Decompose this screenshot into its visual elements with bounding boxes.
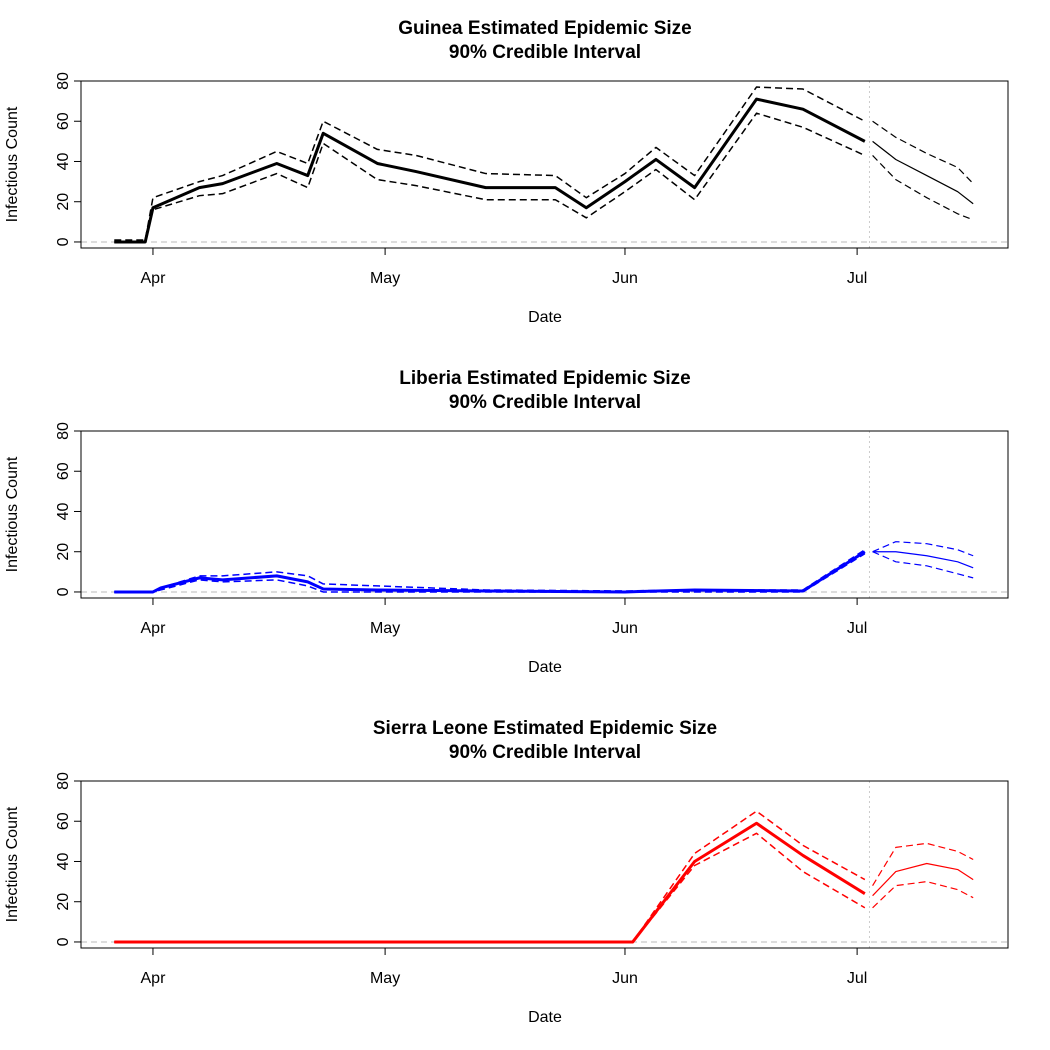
- chart-subtitle: 90% Credible Interval: [449, 742, 641, 763]
- x-tick-label: May: [370, 270, 400, 287]
- series-line: [114, 112, 866, 243]
- chart-title: Sierra Leone Estimated Epidemic Size: [373, 718, 717, 739]
- x-axis-label: Date: [528, 309, 562, 326]
- series-line: [114, 549, 866, 593]
- series-line: [114, 553, 866, 593]
- plot-frame: [80, 780, 1009, 949]
- series-line: [114, 821, 866, 944]
- x-tick-label: Jul: [847, 620, 867, 637]
- series-line: [114, 832, 866, 943]
- panel: Sierra Leone Estimated Epidemic Size 90% …: [4, 718, 1009, 1026]
- x-tick-label: Jul: [847, 270, 867, 287]
- y-tick-label: 40: [55, 852, 72, 870]
- y-tick-label: 80: [55, 72, 72, 90]
- x-axis-label: Date: [528, 1009, 562, 1026]
- plot-frame: [80, 80, 1009, 249]
- x-tick-label: Jun: [612, 970, 638, 987]
- series-line: [872, 881, 974, 909]
- x-tick-label: May: [370, 620, 400, 637]
- x-tick-label: Jun: [612, 270, 638, 287]
- chart-title: Liberia Estimated Epidemic Size: [399, 368, 690, 389]
- series-line: [114, 97, 866, 244]
- y-tick-label: 60: [55, 462, 72, 480]
- y-tick-label: 80: [55, 772, 72, 790]
- x-tick-label: Jul: [847, 970, 867, 987]
- series-line: [872, 842, 974, 886]
- chart-title: Guinea Estimated Epidemic Size: [398, 18, 692, 39]
- y-tick-label: 40: [55, 502, 72, 520]
- y-tick-label: 20: [55, 193, 72, 211]
- y-axis-label: Infectious Count: [4, 106, 21, 222]
- series-line: [872, 551, 974, 579]
- series-line: [872, 551, 974, 569]
- y-tick-label: 60: [55, 812, 72, 830]
- chart-subtitle: 90% Credible Interval: [449, 392, 641, 413]
- y-tick-label: 20: [55, 543, 72, 561]
- series-line: [872, 155, 974, 221]
- y-tick-label: 0: [55, 237, 72, 246]
- x-axis-label: Date: [528, 659, 562, 676]
- x-tick-label: Apr: [141, 270, 167, 287]
- series-line: [872, 862, 974, 897]
- x-tick-label: Apr: [141, 970, 167, 987]
- y-tick-label: 80: [55, 422, 72, 440]
- series-line: [872, 140, 974, 205]
- series-line: [872, 120, 974, 185]
- y-axis-label: Infectious Count: [4, 456, 21, 572]
- x-tick-label: May: [370, 970, 400, 987]
- series-line: [114, 550, 866, 594]
- series-line: [114, 810, 866, 943]
- y-tick-label: 0: [55, 587, 72, 596]
- y-tick-label: 40: [55, 152, 72, 170]
- series-line: [872, 541, 974, 557]
- y-tick-label: 0: [55, 937, 72, 946]
- y-tick-label: 60: [55, 112, 72, 130]
- panel: Liberia Estimated Epidemic Size 90% Credi…: [4, 368, 1009, 676]
- panel: Guinea Estimated Epidemic Size 90% Credib…: [4, 18, 1009, 326]
- series-line: [114, 86, 866, 241]
- chart-subtitle: 90% Credible Interval: [449, 42, 641, 63]
- y-axis-label: Infectious Count: [4, 806, 21, 922]
- plot-frame: [80, 430, 1009, 599]
- x-tick-label: Apr: [141, 620, 167, 637]
- y-tick-label: 20: [55, 893, 72, 911]
- x-tick-label: Jun: [612, 620, 638, 637]
